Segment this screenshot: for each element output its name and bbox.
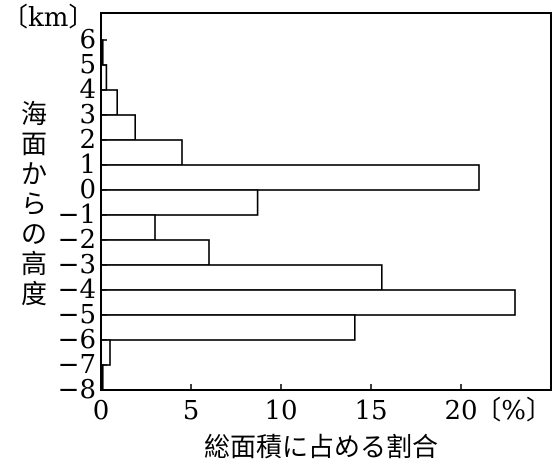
x-tick-label: 20 [444,396,477,426]
bars-group [100,39,516,391]
bar-11 [100,314,356,341]
bar-5 [100,164,480,191]
y-tick-label: −8 [58,375,96,405]
bar-10 [100,289,516,316]
y-tick-label: −1 [58,200,96,230]
x-axis-label: 総面積に占める割合 [204,433,438,463]
x-tick-label: 5 [183,396,200,426]
y-tick-label: 0 [79,175,96,205]
x-ticks-group: 0 5 10 15 20 [93,384,478,426]
y-axis-label-char: の [21,220,47,250]
x-tick-label: 10 [264,396,297,426]
y-axis-label-char: 面 [21,130,47,160]
y-tick-label: 5 [79,50,96,80]
bar-9 [100,264,383,291]
bar-6 [100,189,259,216]
y-axis-label-char: 海 [21,100,47,130]
x-axis-unit: 〔%〕 [475,396,552,426]
y-tick-label: −2 [58,225,96,255]
bar-2 [100,89,119,116]
y-tick-label: 1 [79,150,96,180]
x-tick-label: 15 [354,396,387,426]
y-axis-unit: 〔km〕 [2,3,94,33]
y-tick-label: −6 [58,325,96,355]
bar-4 [100,139,183,166]
bar-3 [100,114,137,141]
y-tick-label: −7 [58,350,96,380]
y-axis-label-char: か [21,160,47,190]
y-axis-label-char: 度 [21,280,47,310]
y-tick-label: 4 [79,75,96,105]
bar-7 [100,214,156,241]
bar-12 [100,339,111,366]
y-tick-label: −5 [58,300,96,330]
bar-8 [100,239,210,266]
y-axis-label-char: 高 [21,250,47,280]
y-axis-label-char: ら [21,190,47,220]
y-tick-label: −3 [58,250,96,280]
x-tick-label: 0 [93,396,110,426]
y-tick-label: 3 [79,100,96,130]
y-tick-label: −4 [58,275,96,305]
y-tick-label: 6 [79,25,96,55]
y-tick-label: 2 [79,125,96,155]
plot-frame [100,12,552,391]
